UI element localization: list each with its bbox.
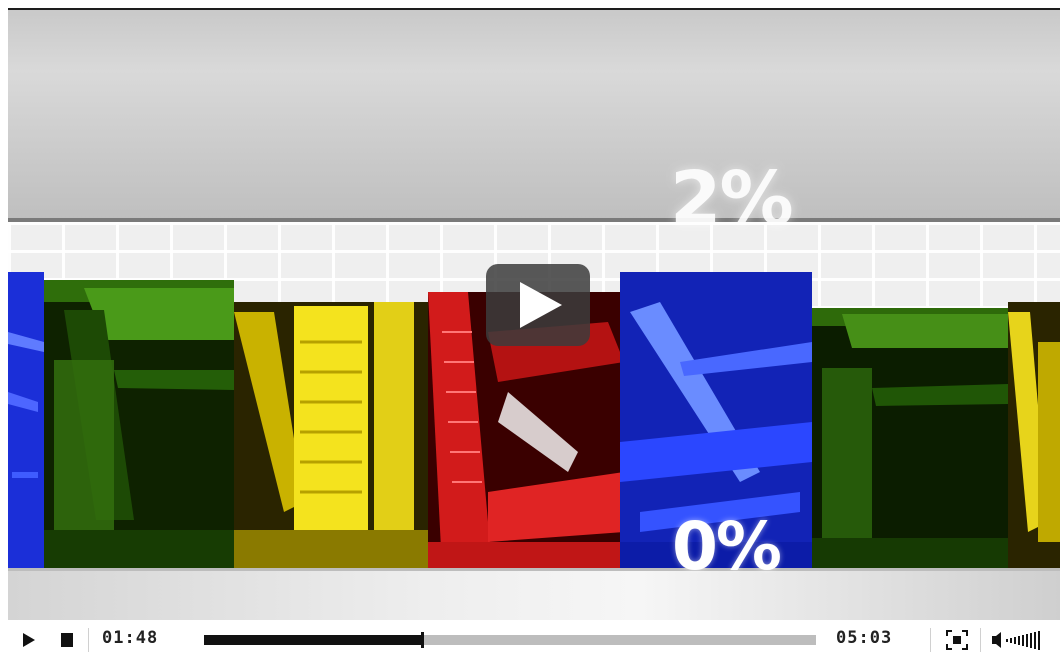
- fullscreen-icon: [946, 630, 968, 650]
- panel-yellow-right: [1008, 302, 1060, 568]
- bottom-band: [8, 568, 1060, 622]
- fullscreen-button[interactable]: [942, 620, 972, 660]
- panel-green-left: [44, 280, 234, 568]
- volume-icon: [992, 631, 1040, 650]
- big-play-icon: [520, 282, 562, 328]
- progress-fill: [204, 635, 422, 645]
- current-time: 01:48: [102, 628, 159, 648]
- separator: [88, 628, 89, 652]
- panel-blue-left: [8, 272, 44, 568]
- control-bar: 01:48 05:03: [8, 620, 1060, 660]
- progress-bar[interactable]: [204, 632, 816, 648]
- big-play-button[interactable]: [486, 264, 590, 346]
- separator: [930, 628, 931, 652]
- panel-blue-center: [620, 272, 812, 568]
- play-button[interactable]: [16, 620, 42, 660]
- progress-thumb[interactable]: [421, 632, 424, 648]
- overlay-percent-top: 2%: [670, 156, 794, 242]
- separator: [980, 628, 981, 652]
- panel-green-right: [812, 308, 1008, 568]
- stop-button[interactable]: [56, 620, 78, 660]
- video-frame[interactable]: 2% 0%: [8, 8, 1060, 622]
- panel-yellow-left: [234, 302, 430, 568]
- play-icon: [23, 633, 35, 647]
- stop-icon: [61, 633, 73, 647]
- volume-control[interactable]: [988, 620, 1048, 660]
- overlay-percent-bottom: 0%: [672, 508, 782, 585]
- total-time: 05:03: [836, 628, 893, 648]
